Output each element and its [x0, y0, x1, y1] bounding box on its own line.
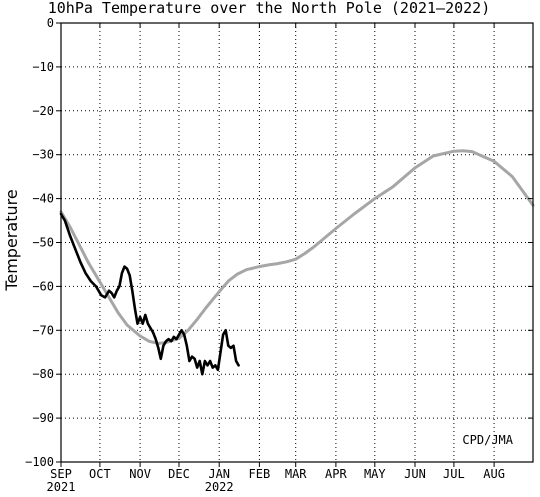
series-group — [59, 149, 535, 376]
y-tick-label: −80 — [32, 367, 54, 381]
y-tick-label: −20 — [32, 104, 54, 118]
y-axis: 0 −10 −20 −30 −40 −50 −60 −70 −80 −90 −100 — [25, 16, 533, 469]
y-tick-label: −10 — [32, 60, 54, 74]
y-tick-label: −100 — [25, 455, 54, 469]
y-tick-label: −70 — [32, 323, 54, 337]
y-tick-label: −60 — [32, 279, 54, 293]
x-tick-label: AUG — [483, 467, 505, 481]
x-tick-label: SEP — [50, 467, 72, 481]
gridlines — [61, 23, 533, 462]
x-tick-label: JUL — [443, 467, 465, 481]
y-tick-label: −50 — [32, 236, 54, 250]
x-tick-label: MAR — [285, 467, 307, 481]
y-tick-label: −90 — [32, 411, 54, 425]
y-axis-title: Temperature — [2, 189, 21, 291]
credit-label: CPD/JMA — [462, 433, 513, 447]
climatology-series-line — [59, 149, 535, 345]
y-tick-label: −40 — [32, 192, 54, 206]
x-tick-label: JUN — [404, 467, 426, 481]
x-tick-label: FEB — [249, 467, 271, 481]
chart-title: 10hPa Temperature over the North Pole (2… — [48, 0, 491, 17]
x-tick-label: OCT — [89, 467, 111, 481]
x-tick-label: DEC — [168, 467, 190, 481]
x-tick-label: MAY — [364, 467, 386, 481]
observed-series-line — [59, 212, 240, 376]
x-tick-year-label: 2021 — [47, 480, 76, 494]
x-tick-label: APR — [325, 467, 347, 481]
x-tick-label: JAN — [208, 467, 230, 481]
y-tick-label: −30 — [32, 148, 54, 162]
y-tick-label: 0 — [47, 16, 54, 30]
x-tick-label: NOV — [129, 467, 151, 481]
x-tick-year-label: 2022 — [205, 480, 234, 494]
